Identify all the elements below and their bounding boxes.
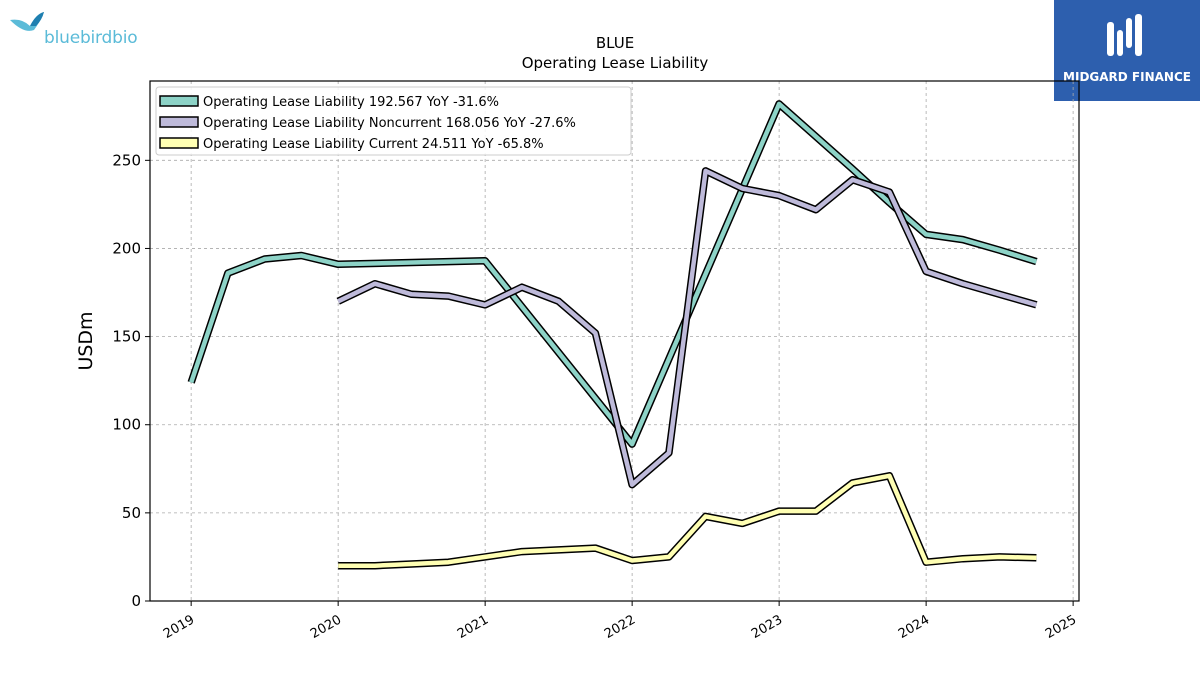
x-tick-label: 2024 xyxy=(896,612,932,642)
y-axis-label: USDm xyxy=(75,311,97,370)
x-tick-label: 2022 xyxy=(602,612,638,642)
y-tick-label: 150 xyxy=(112,328,141,346)
legend-swatch-2 xyxy=(159,116,199,128)
x-tick-label: 2019 xyxy=(161,612,197,642)
y-tick-label: 200 xyxy=(112,239,141,257)
y-axis: 0 50 100 150 200 250 xyxy=(112,151,150,610)
legend: Operating Lease Liability 192.567 YoY -3… xyxy=(155,86,632,156)
y-tick-label: 0 xyxy=(131,592,141,610)
x-axis: 2019 2020 2021 2022 2023 2024 2025 xyxy=(161,601,1079,642)
bird-icon xyxy=(10,12,44,31)
midgard-finance-logo: MIDGARD FINANCE xyxy=(1054,0,1200,101)
x-tick-label: 2023 xyxy=(749,612,785,642)
midgard-m-logo-icon xyxy=(1107,14,1142,56)
y-tick-label: 100 xyxy=(112,416,141,434)
grid xyxy=(150,81,1079,602)
midgard-finance-label: MIDGARD FINANCE xyxy=(1063,70,1191,84)
x-tick-label: 2020 xyxy=(308,612,344,642)
legend-box xyxy=(155,86,632,156)
legend-swatch-1 xyxy=(159,95,199,107)
legend-label-2: Operating Lease Liability Noncurrent 168… xyxy=(203,116,576,131)
legend-label-1: Operating Lease Liability 192.567 YoY -3… xyxy=(203,95,499,110)
series-line-2 xyxy=(337,168,1038,487)
x-tick-label: 2021 xyxy=(455,612,491,642)
x-tick-label: 2025 xyxy=(1043,612,1079,642)
legend-swatch-3 xyxy=(159,137,199,149)
series-line-3 xyxy=(338,473,1037,568)
chart-subtitle: Operating Lease Liability xyxy=(522,54,709,72)
series-layer xyxy=(187,100,1038,570)
bluebirdbio-logo: bluebirdbio xyxy=(8,8,158,52)
series-line-1 xyxy=(189,101,1038,447)
series-line-outline-3 xyxy=(338,472,1037,570)
chart-title: BLUE xyxy=(596,34,634,52)
plot-area-frame xyxy=(149,80,1080,602)
bluebirdbio-logo-text: bluebirdbio xyxy=(44,28,138,48)
y-tick-label: 250 xyxy=(112,151,141,169)
legend-label-3: Operating Lease Liability Current 24.511… xyxy=(203,137,544,152)
y-tick-label: 50 xyxy=(122,504,141,522)
